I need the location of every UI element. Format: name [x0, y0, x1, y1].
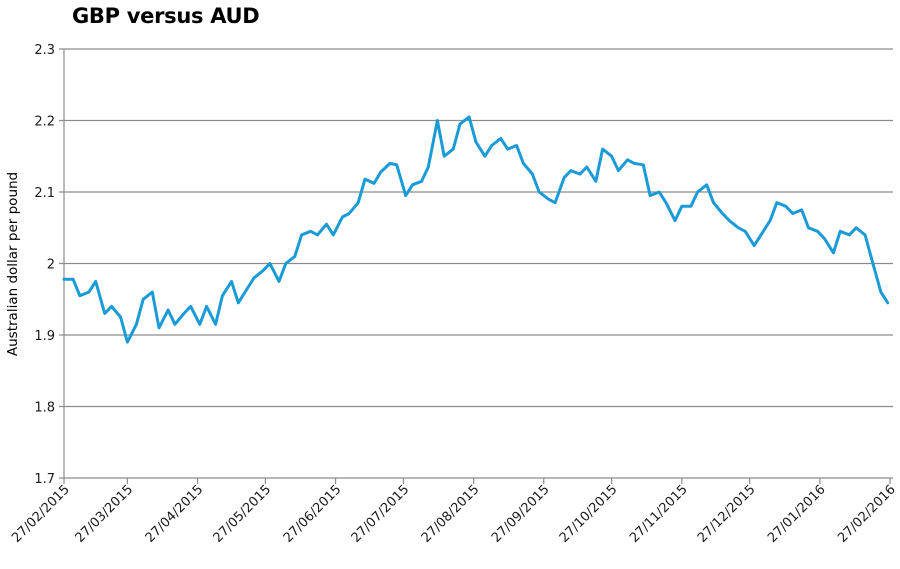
- y-tick-label: 1.9: [34, 329, 55, 344]
- y-tick-label: 2: [47, 258, 55, 273]
- x-tick-label: 27/10/2015: [557, 482, 621, 546]
- x-tick-label: 27/11/2015: [627, 482, 691, 546]
- y-tick-label: 2.1: [34, 186, 55, 201]
- x-tick-label: 27/02/2015: [9, 482, 73, 546]
- x-tick-label: 27/06/2015: [281, 482, 345, 546]
- y-tick-label: 2.2: [34, 115, 55, 130]
- x-tick-label: 27/01/2016: [765, 482, 829, 546]
- x-tick-label: 27/12/2015: [695, 482, 759, 546]
- y-tick-label: 1.7: [34, 472, 55, 487]
- y-axis-title: Australian dollar per pound: [5, 172, 21, 356]
- x-tick-label: 27/05/2015: [211, 482, 275, 546]
- x-tick-label: 27/02/2016: [835, 482, 899, 546]
- y-tick-label: 2.3: [34, 43, 55, 58]
- chart-title: GBP versus AUD: [72, 4, 260, 28]
- x-tick-label: 27/09/2015: [489, 482, 553, 546]
- x-tick-label: 27/07/2015: [349, 482, 413, 546]
- gridlines: [59, 48, 893, 479]
- x-tick-label: 27/04/2015: [143, 482, 207, 546]
- x-tick-label: 27/03/2015: [73, 482, 137, 546]
- y-tick-label: 1.8: [34, 401, 55, 416]
- y-axis: 1.7 1.8 1.9 2 2.1 2.2 2.3: [34, 43, 65, 487]
- gbp-aud-series-line: [62, 115, 890, 344]
- x-axis: 27/02/2015 27/03/2015 27/04/2015 27/05/2015…: [9, 478, 899, 546]
- x-tick-label: 27/08/2015: [419, 482, 483, 546]
